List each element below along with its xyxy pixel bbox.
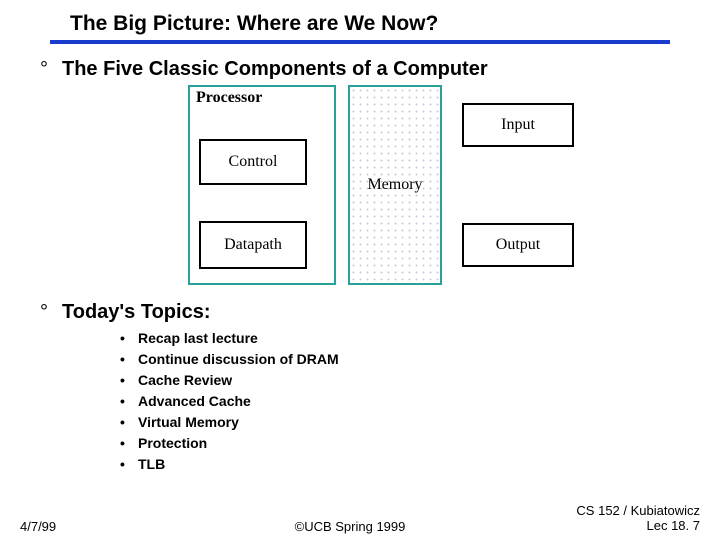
processor-label: Processor <box>196 89 262 107</box>
list-item: •Cache Review <box>120 372 680 388</box>
heading-components: The Five Classic Components of a Compute… <box>62 58 488 81</box>
control-label: Control <box>229 153 278 171</box>
output-box: Output <box>462 223 574 267</box>
list-item: •Advanced Cache <box>120 393 680 409</box>
topic-label: Advanced Cache <box>138 393 251 409</box>
topics-heading: Today's Topics: <box>62 301 210 324</box>
footer-copyright: ©UCB Spring 1999 <box>160 519 540 534</box>
five-components-diagram: Processor Control Datapath Memory Input … <box>140 85 680 295</box>
topic-label: Virtual Memory <box>138 414 239 430</box>
list-item: •Continue discussion of DRAM <box>120 351 680 367</box>
list-item: •TLB <box>120 456 680 472</box>
datapath-label: Datapath <box>224 236 282 254</box>
topic-label: Cache Review <box>138 372 232 388</box>
output-label: Output <box>496 236 540 254</box>
list-item: •Protection <box>120 435 680 451</box>
bullet-degree: ° <box>40 301 62 324</box>
topics-list: •Recap last lecture •Continue discussion… <box>120 330 680 472</box>
memory-box: Memory <box>348 85 442 285</box>
list-item: •Recap last lecture <box>120 330 680 346</box>
list-item: •Virtual Memory <box>120 414 680 430</box>
footer-date: 4/7/99 <box>20 519 160 534</box>
input-label: Input <box>501 116 535 134</box>
topic-label: Continue discussion of DRAM <box>138 351 339 367</box>
bullet-degree: ° <box>40 58 62 81</box>
control-box: Control <box>199 139 307 185</box>
input-box: Input <box>462 103 574 147</box>
footer: 4/7/99 ©UCB Spring 1999 CS 152 / Kubiato… <box>0 504 720 534</box>
footer-course: CS 152 / Kubiatowicz <box>540 504 700 519</box>
memory-label: Memory <box>367 176 422 194</box>
page-title: The Big Picture: Where are We Now? <box>70 12 670 36</box>
footer-lecture: Lec 18. 7 <box>540 519 700 534</box>
topic-label: Protection <box>138 435 207 451</box>
datapath-box: Datapath <box>199 221 307 269</box>
topic-label: TLB <box>138 456 165 472</box>
topic-label: Recap last lecture <box>138 330 258 346</box>
